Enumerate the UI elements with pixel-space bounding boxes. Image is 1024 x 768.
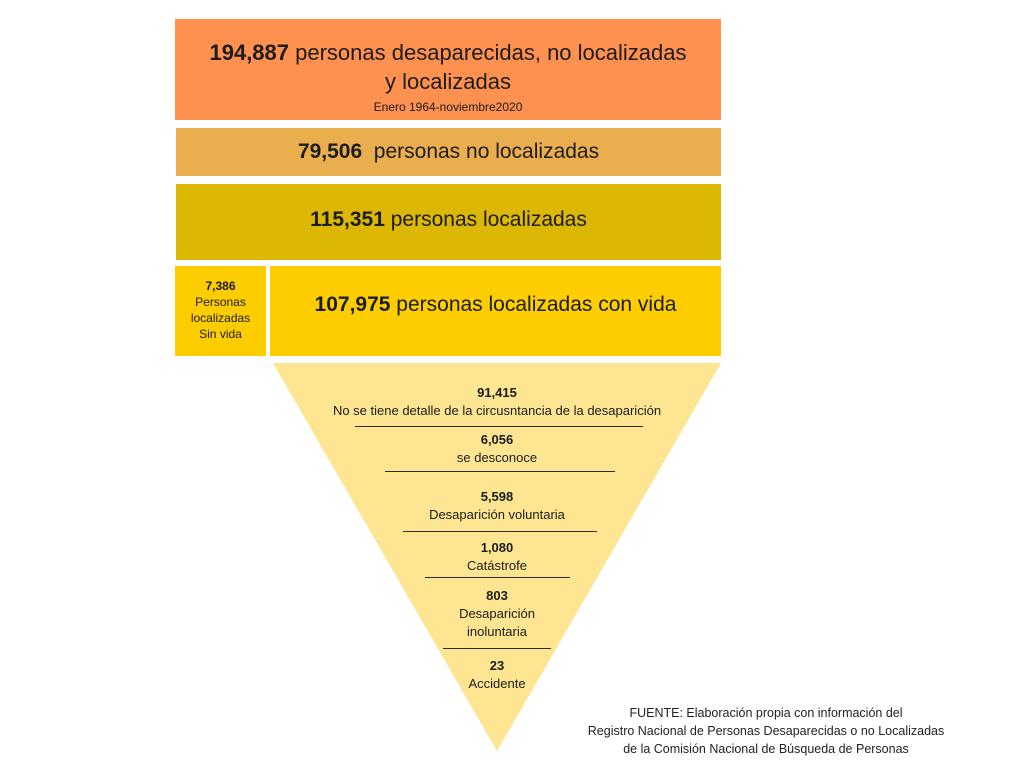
funnel-row: 1,080 Catástrofe [297,539,697,575]
funnel-separator [443,648,551,649]
funnel-row-value: 91,415 [477,385,517,400]
localizadas-value: 115,351 [310,208,385,231]
localizadas-banner: 115,351 personas localizadas [176,184,721,260]
total-line-1: 194,887 personas desaparecidas, no local… [175,40,721,66]
sin-vida-line-1: Personas [195,295,246,309]
no-localizadas-banner: 79,506 personas no localizadas [176,128,721,176]
funnel-row-label: Desaparición voluntaria [429,507,565,522]
funnel-row-value: 23 [489,658,505,673]
sin-vida-line-3: Sin vida [199,327,242,341]
con-vida-text: personas localizadas con vida [390,293,677,316]
total-banner: 194,887 personas desaparecidas, no local… [175,19,721,120]
funnel-separator [425,577,570,578]
funnel-row-label-2: inoluntaria [467,624,527,639]
funnel-row-value: 1,080 [480,540,514,555]
period-label: Enero 1964-noviembre2020 [373,100,523,114]
funnel-row-value: 5,598 [480,489,514,504]
sin-vida-line-2: localizadas [190,311,251,325]
funnel-row-label: No se tiene detalle de la circusntancia … [332,403,662,418]
total-value: 194,887 [209,40,290,65]
no-localizadas-text: personas no localizadas [362,140,600,163]
con-vida-value: 107,975 [314,293,391,316]
funnel-row-value: 6,056 [480,432,514,447]
funnel-row: 6,056 se desconoce [297,431,697,467]
funnel-separator [355,426,643,427]
funnel-row-label: se desconoce [456,450,538,465]
localizadas-text: personas localizadas [384,208,587,231]
funnel-row-label: Catástrofe [467,558,527,573]
funnel-row-value: 803 [486,588,508,603]
funnel-row-label: Desaparición [459,606,535,621]
funnel-row: 91,415 No se tiene detalle de la circusnt… [297,384,697,420]
con-vida-box: 107,975 personas localizadas con vida [270,266,721,356]
sin-vida-box: 7,386 Personas localizadas Sin vida [175,266,266,356]
funnel-separator [385,471,615,472]
funnel-row: 803 Desaparición inoluntaria [297,587,697,641]
total-line-2: y localizadas [385,69,511,94]
funnel-row: 23 Accidente [297,657,697,693]
funnel-separator [403,531,597,532]
source-note: FUENTE: Elaboración propia con informaci… [540,704,992,758]
source-line-1: FUENTE: Elaboración propia con informaci… [629,706,903,720]
source-line-2: Registro Nacional de Personas Desapareci… [587,724,945,738]
funnel-row: 5,598 Desaparición voluntaria [297,488,697,524]
no-localizadas-value: 79,506 [297,140,363,163]
total-text-1: personas desaparecidas, no localizadas [289,40,687,65]
funnel-shape [273,363,721,751]
sin-vida-value: 7,386 [205,279,236,293]
source-line-3: de la Comisión Nacional de Búsqueda de P… [623,742,909,756]
funnel-row-label: Accidente [468,676,526,691]
